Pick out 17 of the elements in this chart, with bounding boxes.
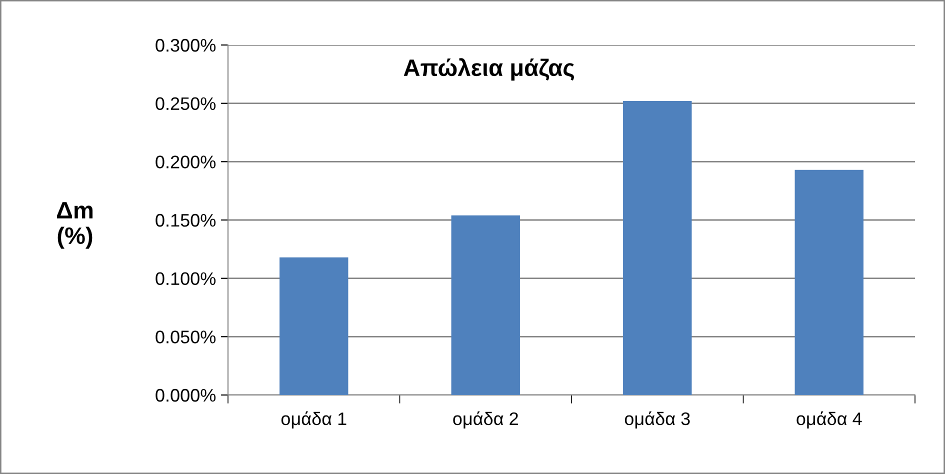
bar xyxy=(280,257,348,395)
y-tick-label: 0.250% xyxy=(156,97,216,110)
y-tick-label: 0.100% xyxy=(156,272,216,286)
y-tick-label: 0.300% xyxy=(156,38,216,52)
text: Απώλεια μάζας xyxy=(404,58,574,81)
bar xyxy=(451,215,520,395)
bar xyxy=(794,170,864,395)
x-tick-label: ομάδα 3 xyxy=(624,411,690,428)
y-tick-label: 0.200% xyxy=(156,156,216,168)
bar xyxy=(623,101,692,395)
x-tick-label: ομάδα 4 xyxy=(796,411,862,428)
y-axis-title: Δm (%) xyxy=(56,202,93,249)
x-tick-label: ομάδα 1 xyxy=(281,411,346,428)
y-tick-label: 0.000% xyxy=(156,388,216,402)
x-tick-label: ομάδα 2 xyxy=(453,411,518,428)
y-tick-label: 0.050% xyxy=(156,330,216,344)
y-tick-label: 0.150% xyxy=(156,214,216,227)
